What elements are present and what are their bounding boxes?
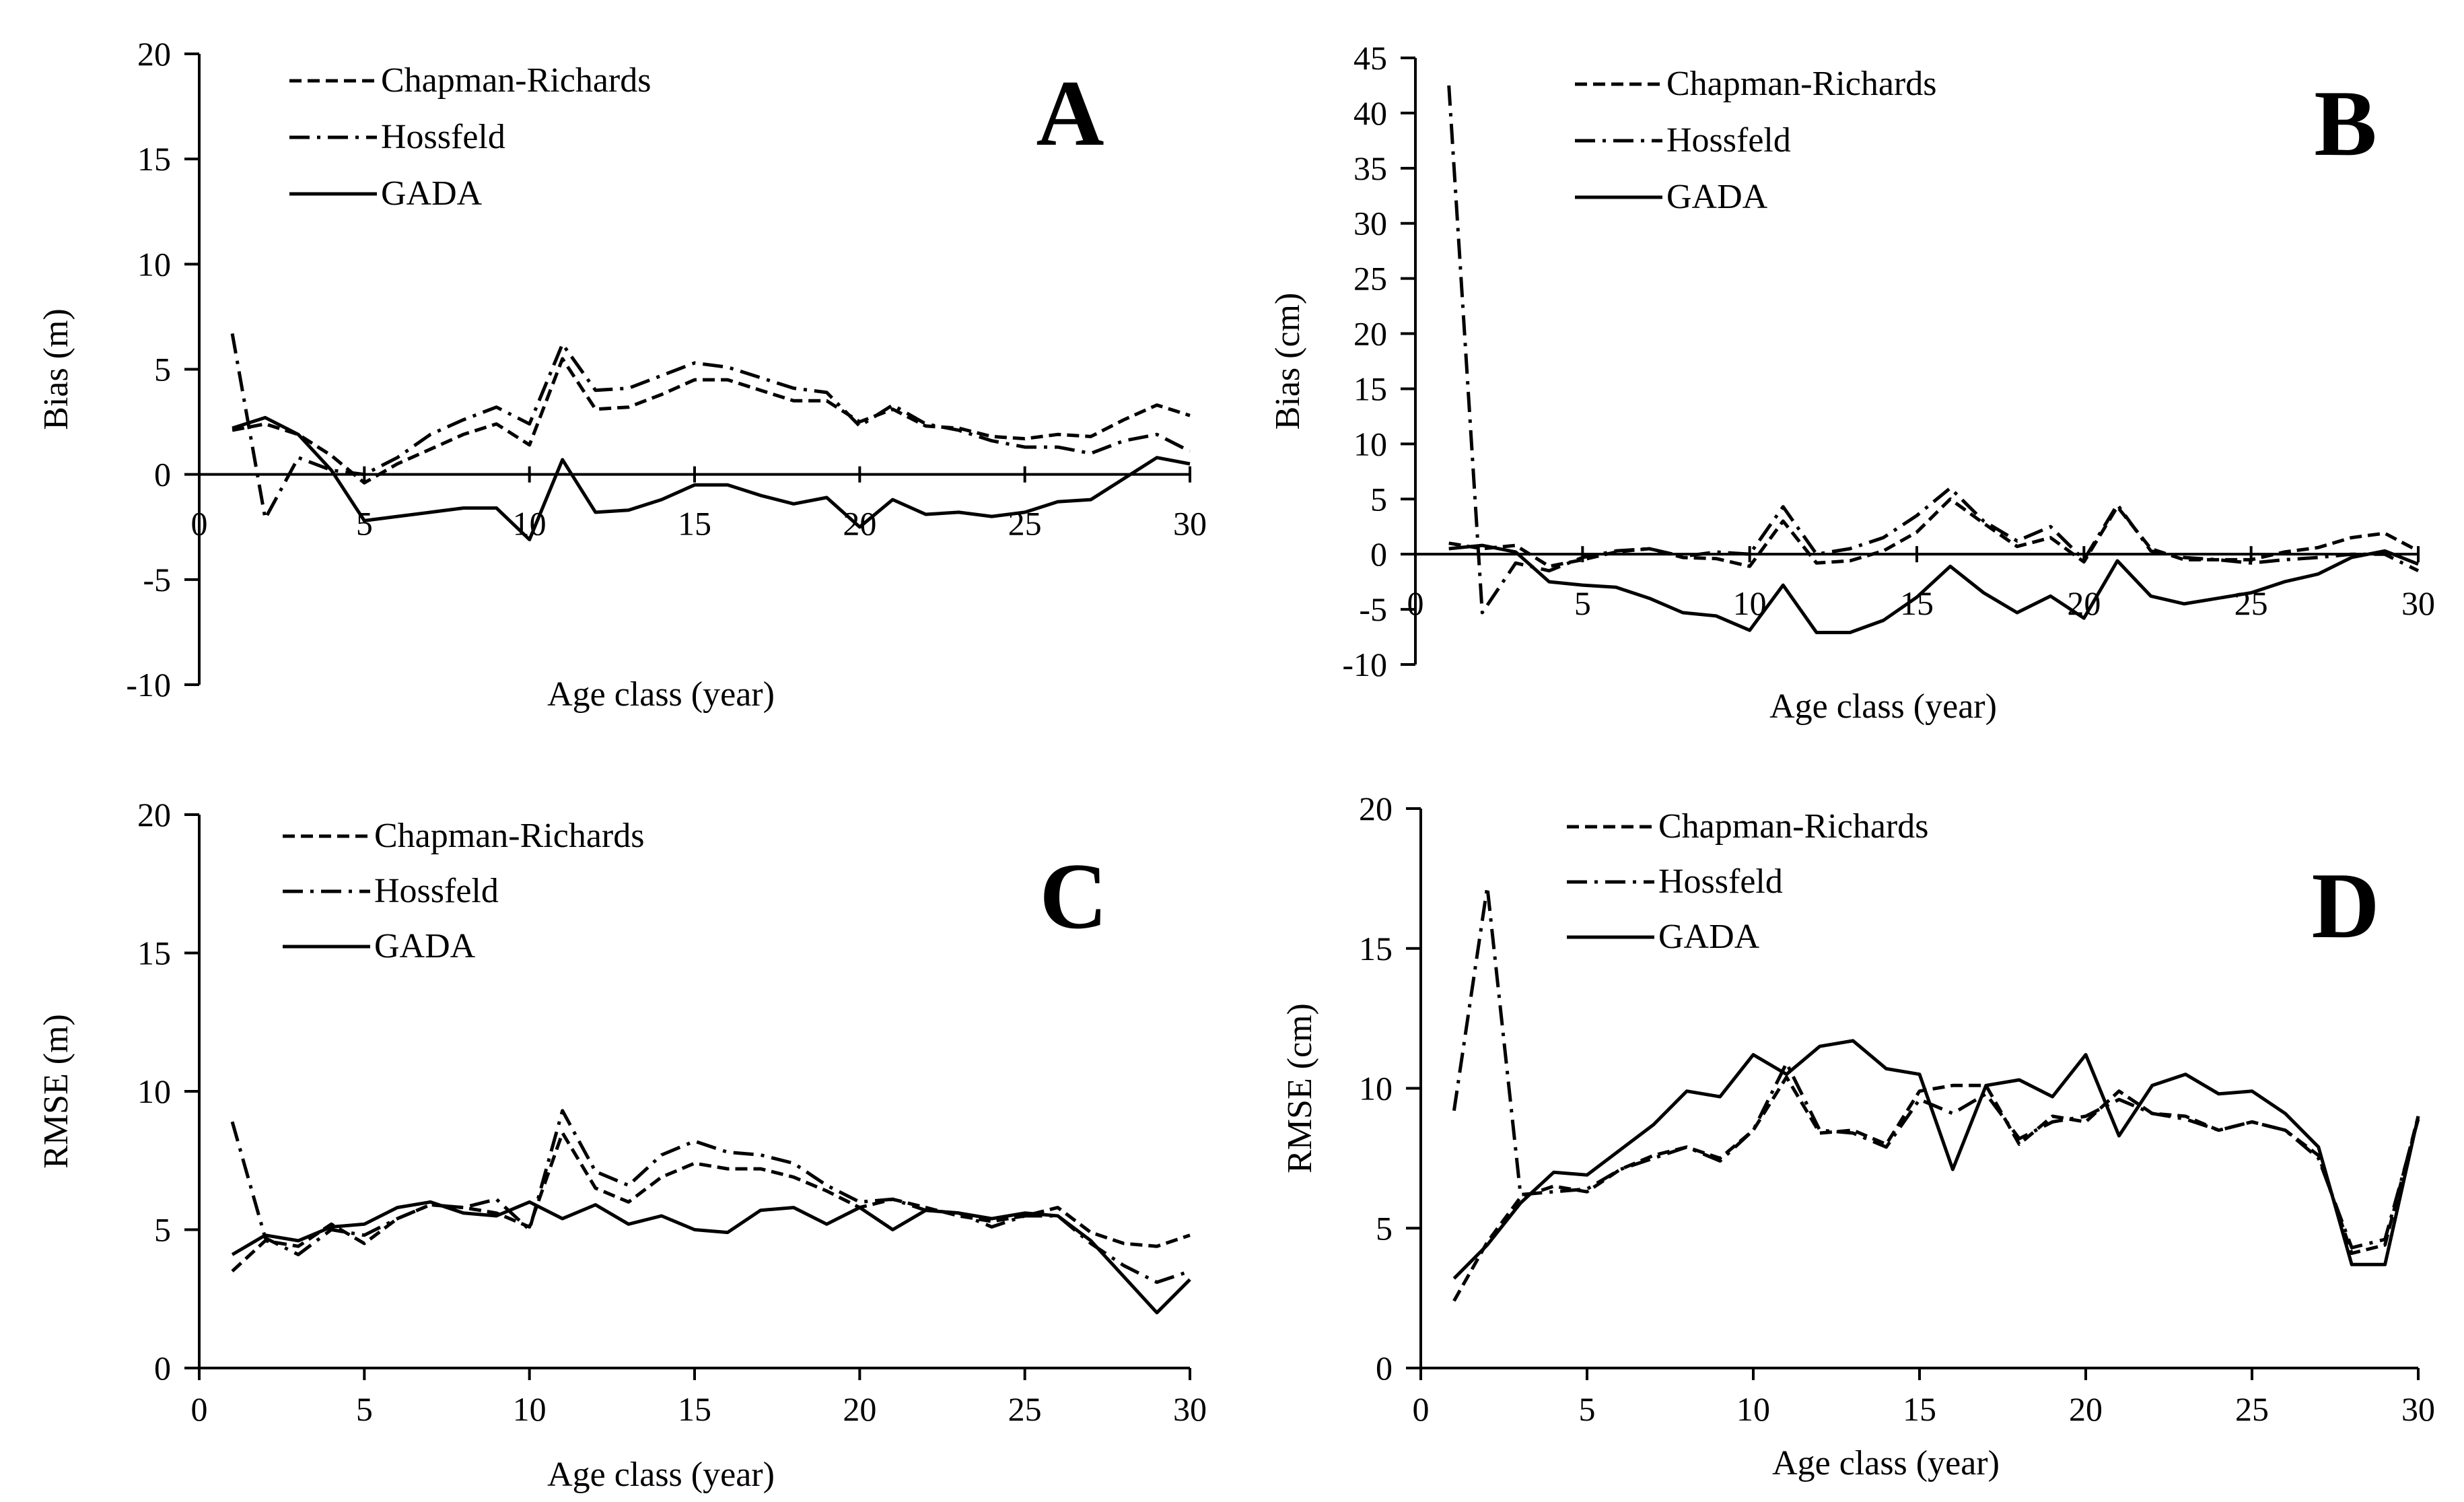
panel-d-label: D [2311,854,2379,958]
panel-b-x-tick-label: 5 [1574,584,1591,622]
panel-d-legend: Chapman-Richards Hossfeld GADA [1567,807,1928,956]
panel-b-y-tick-label: -10 [1342,646,1387,683]
panel-c-x-axis-label: Age class (year) [547,1456,775,1494]
panel-c-y-axis-label: RMSE (m) [37,1014,75,1169]
panel-d-y-tick-label: 15 [1359,930,1393,967]
panel-c-y-tick-label: 15 [137,934,171,972]
panel-b-x-tick-label: 30 [2401,584,2435,622]
legend-label: GADA [1658,918,1760,956]
panel-b-y-tick-label: 25 [1353,260,1387,298]
panel-d: 0 5 10 15 20 0 5 10 15 20 25 30 Age class (year) RMSE… [1281,790,2435,1482]
panel-c-x-tick-label: 20 [843,1390,876,1428]
panel-b-y-tick-label: 15 [1353,370,1387,407]
panel-c-y-tick-label: 5 [154,1211,171,1249]
panel-c-legend: Chapman-Richards Hossfeld GADA [283,817,644,965]
panel-a-y-tick-label: -10 [126,666,171,704]
panel-c-x-tick-label: 5 [356,1390,373,1428]
panel-a-x-tick-label: 0 [191,505,208,543]
panel-b-label: B [2314,71,2377,176]
panel-c-y-tick-label: 0 [154,1349,171,1387]
panel-b-series-hossfeld [1447,85,2420,615]
panel-c-y-tick-label: 10 [137,1072,171,1110]
panel-a-y-tick-label: 0 [154,456,171,493]
panel-a-label: A [1036,61,1104,166]
panel-d-series-hossfeld [1452,885,2420,1250]
legend-label: Chapman-Richards [1658,807,1928,846]
panel-c-series-hossfeld [230,1109,1191,1285]
panel-c-x-tick-label: 15 [678,1390,711,1428]
panel-d-series-chapman-richards [1452,1075,2420,1302]
panel-a-x-tick-label: 20 [843,505,876,543]
panel-a-y-tick-label: 5 [154,351,171,388]
panel-d-x-tick-label: 5 [1579,1390,1596,1428]
panel-c: 0 5 10 15 20 0 5 10 15 20 25 30 Age class (year) RMSE… [37,796,1207,1494]
panel-a-x-tick-label: 25 [1008,505,1042,543]
panel-b-y-tick-label: 20 [1353,315,1387,353]
panel-c-x-tick-label: 25 [1008,1390,1042,1428]
panel-b-series-gada [1448,543,2419,634]
legend-label: GADA [1666,178,1768,216]
panel-c-x-tick-label: 10 [513,1390,547,1428]
panel-c-label: C [1039,844,1107,949]
panel-b-y-tick-label: 0 [1370,535,1387,573]
legend-label: Chapman-Richards [374,817,644,855]
legend-label: GADA [374,927,476,965]
panel-b-y-tick-label: 10 [1353,425,1387,463]
panel-b-y-axis-label: Bias (cm) [1269,293,1307,430]
panel-a-x-tick-label: 15 [678,505,711,543]
panel-b-y-tick-label: 45 [1353,39,1387,77]
panel-c-series-chapman-richards [231,1131,1191,1273]
legend-label: GADA [381,174,483,213]
panel-d-x-tick-label: 15 [1903,1390,1936,1428]
panel-a-series-hossfeld [230,333,1191,520]
panel-a-series-gada [232,415,1191,541]
panel-d-y-tick-label: 10 [1359,1070,1393,1107]
panel-d-y-axis-label: RMSE (cm) [1281,1003,1319,1173]
panel-a-x-axis-label: Age class (year) [547,675,775,714]
panel-a-y-axis-label: Bias (m) [37,308,75,430]
panel-b-y-tick-label: 5 [1370,480,1387,518]
panel-b-y-tick-label: 40 [1353,94,1387,132]
panel-b-y-tick-label: 30 [1353,205,1387,242]
panel-c-x-tick-label: 30 [1173,1390,1207,1428]
panel-d-y-tick-label: 5 [1376,1209,1393,1247]
panel-b-x-axis-label: Age class (year) [1769,687,1997,726]
panel-d-x-tick-label: 0 [1413,1390,1430,1428]
panel-d-x-axis-label: Age class (year) [1772,1444,2000,1482]
panel-d-x-tick-label: 30 [2401,1390,2435,1428]
panel-c-x-tick-label: 0 [191,1390,208,1428]
panel-a-y-tick-label: -5 [143,561,171,599]
legend-label: Hossfeld [374,872,499,910]
legend-label: Chapman-Richards [381,61,651,100]
panel-b-legend: Chapman-Richards Hossfeld GADA [1575,65,1936,216]
panel-d-y-tick-label: 0 [1376,1349,1393,1387]
panel-d-x-tick-label: 10 [1736,1390,1770,1428]
panel-d-y-tick-label: 20 [1359,790,1393,827]
panel-a-y-tick-label: 20 [137,35,171,73]
panel-b-y-tick-label: 35 [1353,149,1387,187]
panel-a-y-tick-label: 15 [137,140,171,178]
legend-label: Chapman-Richards [1666,65,1936,103]
panel-a-x-tick-label: 30 [1173,505,1207,543]
legend-label: Hossfeld [1666,121,1791,160]
panel-c-series-gada [231,1200,1191,1315]
panel-c-y-tick-label: 20 [137,796,171,833]
panel-d-x-tick-label: 25 [2235,1390,2269,1428]
legend-label: Hossfeld [381,118,505,156]
panel-d-series-gada [1452,1039,2420,1280]
panel-d-x-tick-label: 20 [2069,1390,2103,1428]
legend-label: Hossfeld [1658,862,1783,901]
panel-a-y-tick-label: 10 [137,245,171,283]
panel-b-x-tick-label: 0 [1407,584,1424,622]
panel-b-y-tick-label: -5 [1359,590,1387,628]
panel-b-series-chapman-richards [1448,497,2420,568]
panel-a-legend: Chapman-Richards Hossfeld GADA [289,61,651,213]
panel-a-series-chapman-richards [232,357,1191,485]
